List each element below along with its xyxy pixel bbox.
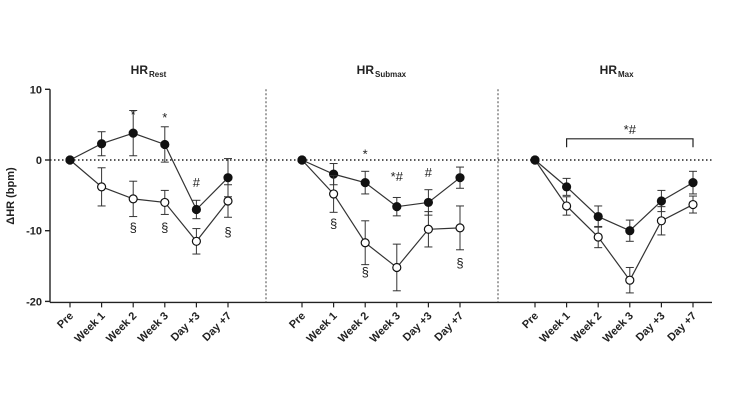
significance-mark: *: [363, 147, 368, 162]
x-tick-label: Day +7: [665, 310, 699, 344]
data-point-filled: [561, 182, 572, 192]
panel-title-main: HR: [600, 63, 618, 77]
data-point-filled: [530, 155, 540, 165]
data-point-filled: [625, 226, 635, 236]
data-point-filled: [656, 196, 667, 206]
x-tick-label: Pre: [520, 310, 541, 331]
significance-mark: §: [456, 255, 463, 270]
data-point-filled: [191, 204, 201, 215]
significance-mark: *: [131, 107, 136, 122]
data-point-open: [329, 189, 339, 199]
series-line: [301, 159, 461, 269]
significance-mark: §: [130, 220, 137, 235]
x-tick-label: Week 2: [104, 310, 139, 345]
panel-title-main: HR: [131, 63, 149, 77]
x-tick-label: Day +3: [169, 310, 203, 344]
significance-mark: §: [224, 224, 231, 239]
data-point-filled: [223, 173, 233, 183]
data-point-open: [128, 194, 138, 204]
panel-title-sub: Max: [618, 70, 634, 79]
significance-mark: *#: [624, 122, 637, 137]
x-tick-label: Week 1: [73, 310, 108, 345]
data-point-open: [656, 216, 667, 226]
x-tick-label: Week 3: [368, 310, 403, 345]
data-point-filled: [392, 202, 402, 212]
data-point-filled: [160, 139, 170, 150]
data-point-open: [160, 197, 170, 208]
significance-mark: *: [162, 110, 167, 125]
series-line: [301, 159, 461, 208]
data-point-filled: [423, 197, 433, 208]
x-tick-label: Day +3: [634, 310, 668, 344]
data-point-open: [392, 262, 402, 273]
significance-mark: §: [330, 216, 337, 231]
data-point-open: [561, 201, 572, 211]
data-point-filled: [297, 155, 307, 165]
x-tick-label: Day +7: [432, 310, 466, 344]
x-tick-label: Week 3: [601, 310, 636, 345]
x-tick-label: Day +3: [401, 310, 435, 344]
significance-mark: *#: [391, 169, 404, 184]
x-tick-label: Week 3: [136, 310, 171, 345]
data-point-filled: [65, 155, 75, 165]
data-point-filled: [688, 178, 698, 188]
data-point-filled: [128, 128, 138, 138]
x-tick-label: Week 1: [538, 310, 573, 345]
y-tick-label: -20: [26, 296, 42, 308]
axes-layer: 10 0 -10 -20: [26, 84, 712, 308]
significance-mark: §: [161, 220, 168, 235]
significance-mark: #: [193, 175, 201, 190]
x-tick-label: Week 2: [569, 310, 604, 345]
series-line: [534, 159, 694, 282]
y-tick-label: -10: [26, 226, 42, 238]
significance-mark: §: [362, 265, 369, 280]
data-point-open: [688, 199, 698, 210]
x-tick-label: Day +7: [200, 310, 234, 344]
series-line: [69, 159, 229, 243]
y-tick-label: 0: [36, 155, 42, 167]
data-point-open: [360, 238, 370, 248]
data-point-open: [455, 223, 465, 233]
panel-title-main: HR: [357, 63, 375, 77]
data-point-open: [96, 182, 107, 192]
x-tick-label: Pre: [55, 310, 76, 331]
x-tick-label: Week 2: [336, 310, 371, 345]
series-line: [534, 159, 694, 232]
data-point-filled: [455, 173, 465, 183]
data-point-open: [593, 232, 603, 242]
series-line: [69, 132, 229, 211]
data-point-open: [191, 236, 201, 246]
x-tick-label: Pre: [287, 310, 308, 331]
panel-title-sub: Rest: [149, 70, 167, 79]
data-point-filled: [593, 211, 603, 222]
significance-mark: #: [425, 165, 433, 180]
data-point-filled: [96, 139, 107, 149]
data-point-filled: [360, 178, 370, 188]
y-axis-label: ΔHR (bpm): [5, 167, 17, 225]
x-tick-label: Week 1: [305, 310, 340, 345]
data-point-open: [625, 275, 635, 285]
data-point-open: [223, 196, 233, 206]
significance-bracket: [565, 138, 694, 148]
y-tick-label: 10: [30, 84, 42, 96]
data-point-open: [423, 224, 433, 234]
panel-title-sub: Submax: [375, 70, 407, 79]
